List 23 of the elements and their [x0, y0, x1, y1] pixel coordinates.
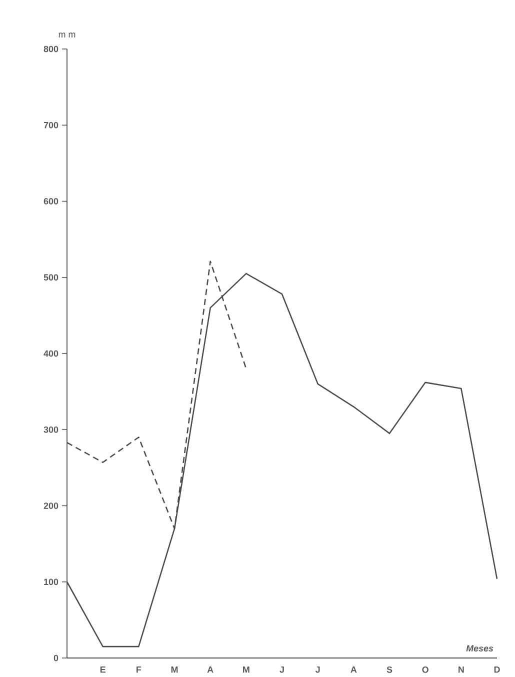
y-tick-label: 100	[44, 578, 58, 586]
x-tick-label: J	[280, 666, 284, 673]
x-tick-label: S	[386, 666, 392, 673]
x-tick-label: M	[171, 666, 178, 673]
x-tick-label: O	[422, 666, 428, 673]
x-tick-label: N	[458, 666, 464, 673]
y-tick-label: 200	[44, 502, 58, 509]
x-tick-label: A	[350, 666, 357, 673]
x-tick-label: J	[315, 666, 320, 673]
y-tick-label: 700	[44, 122, 58, 128]
y-tick-label: 500	[44, 274, 58, 281]
x-tick-label: D	[494, 666, 500, 673]
y-axis-title: m m	[58, 32, 76, 38]
x-tick-label: E	[100, 666, 106, 673]
x-axis-title: Meses	[466, 645, 494, 652]
x-tick-label: M	[243, 666, 250, 673]
y-tick-label: 300	[44, 426, 58, 433]
y-tick-label: 0	[54, 654, 58, 662]
y-tick-label: 600	[44, 198, 58, 204]
x-tick-label: F	[136, 666, 142, 673]
x-tick-label: A	[207, 666, 214, 673]
y-tick-label: 400	[44, 350, 58, 357]
y-tick-label: 800	[44, 46, 58, 52]
